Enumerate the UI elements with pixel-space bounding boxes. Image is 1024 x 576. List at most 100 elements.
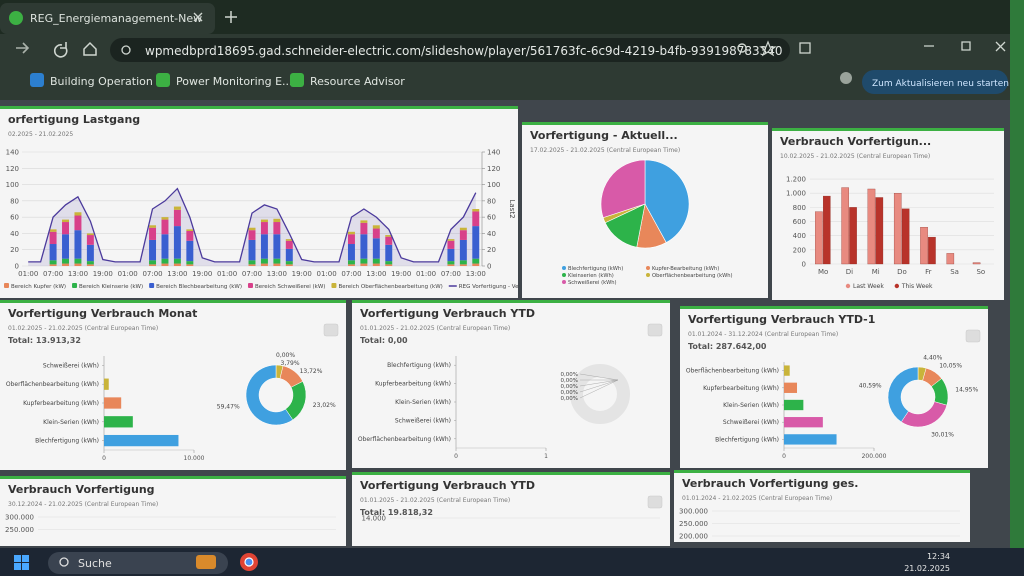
x-tick-label: 07:00 [441, 270, 461, 278]
bar [260, 234, 268, 259]
bar [893, 193, 902, 265]
bar [173, 263, 181, 266]
pie-slice [600, 159, 646, 218]
x-tick-label: 0 [454, 453, 458, 460]
panel: Vorfertigung - Aktuell... 17.02.2025 - 21… [522, 122, 768, 298]
legend-swatch [845, 283, 851, 289]
panel-menu-button[interactable] [647, 323, 663, 337]
legend-label: Last Week [853, 283, 884, 290]
y-tick-label: Schweißerei (kWh) [723, 419, 779, 426]
profile-icon[interactable] [840, 72, 852, 84]
start-button[interactable] [14, 555, 29, 570]
bar [104, 416, 133, 428]
y-tick-label: Schweißerei (kWh) [395, 417, 451, 424]
x-tick-label: 19:00 [192, 270, 212, 278]
bar [385, 235, 393, 237]
forward-button[interactable] [16, 42, 30, 54]
bar [161, 258, 169, 264]
donut-label: 0,00% [561, 390, 578, 396]
bar [360, 222, 368, 235]
x-tick-label: 19:00 [391, 270, 411, 278]
bar [86, 244, 94, 262]
bar [173, 226, 181, 259]
bar [49, 264, 57, 266]
clock-time[interactable]: 12:34 [927, 552, 950, 561]
bar [285, 248, 293, 262]
donut-slice [245, 364, 294, 426]
bar [784, 365, 790, 376]
bar [161, 219, 169, 235]
panel-accent [674, 470, 970, 473]
site-info-icon[interactable] [121, 45, 131, 55]
home-button[interactable] [83, 41, 97, 56]
active-tab[interactable]: REG_Energiemanagement-New [0, 3, 215, 34]
tab-close[interactable] [193, 12, 203, 22]
bookmark[interactable]: Resource Advisor [310, 75, 405, 88]
bar [285, 264, 293, 266]
y-tick-label: 250.000 [679, 520, 708, 528]
panel-title: Vorfertigung Verbrauch Monat [8, 307, 197, 320]
update-button-label[interactable]: Zum Aktualisieren neu starten [872, 79, 1009, 89]
url[interactable]: wpmedbprd18695.gad.schneider-electric.co… [145, 44, 783, 58]
y-tick-label: 400 [793, 232, 806, 240]
clock-date[interactable]: 21.02.2025 [904, 564, 950, 573]
donut-label: 14,95% [955, 386, 978, 393]
window-controls[interactable] [924, 41, 1006, 52]
bar [74, 263, 82, 266]
y-tick-label: Kupferbearbeitung (kWh) [703, 385, 779, 392]
x-tick-label: 07:00 [341, 270, 361, 278]
tab-title: REG_Energiemanagement-New [30, 12, 202, 25]
legend-swatch [562, 280, 566, 284]
bar [459, 227, 467, 231]
screen-edge [1010, 0, 1024, 576]
reload-button[interactable] [53, 42, 68, 58]
bar [86, 264, 94, 266]
y-tick-label: 120 [6, 165, 19, 173]
donut-label: 59,47% [217, 404, 240, 411]
panel: Verbrauch Vorfertigun... 10.02.2025 - 21.… [772, 128, 1004, 300]
bar [260, 219, 268, 223]
panel-accent [680, 306, 988, 309]
update-button[interactable] [862, 70, 1008, 94]
bar [149, 239, 157, 261]
search-icon [59, 557, 69, 567]
x-tick-label: 07:00 [242, 270, 262, 278]
zoom-icon[interactable] [737, 43, 747, 53]
tab-bg [0, 3, 215, 34]
search-label[interactable]: Suche [78, 557, 112, 570]
bar [472, 226, 480, 259]
panel-accent [352, 300, 670, 303]
bar [784, 382, 798, 393]
new-tab[interactable] [225, 11, 237, 23]
bookmark[interactable]: Power Monitoring E... [176, 75, 293, 88]
panel-subtitle: 17.02.2025 - 21.02.2025 (Central Europea… [530, 147, 680, 154]
panel-bg [674, 470, 970, 542]
panel: Verbrauch Vorfertigung ges. 01.01.2024 - … [674, 470, 970, 542]
bar [186, 261, 194, 265]
legend-swatch [247, 283, 253, 288]
panel-menu-button[interactable] [323, 323, 339, 337]
bookmark[interactable]: Building Operation [50, 75, 153, 88]
bar [62, 258, 69, 264]
y-tick-label: 80 [10, 197, 19, 205]
donut-label: 10,05% [939, 362, 962, 369]
search-box[interactable] [48, 552, 228, 574]
bar [186, 264, 194, 266]
y-tick-label: Oberflächenbearbeitung (kWh) [686, 368, 779, 375]
bar [347, 244, 355, 261]
bar [149, 264, 157, 266]
panel-menu-button[interactable] [647, 495, 663, 509]
panel-menu-button[interactable] [965, 329, 981, 343]
start-tile [22, 563, 29, 570]
y-tick-label: 140 [6, 149, 19, 157]
y-tick-label: 800 [793, 204, 806, 212]
taskbar-widget[interactable] [196, 555, 216, 569]
address-bar[interactable] [110, 38, 790, 62]
bar [260, 263, 268, 266]
bar [248, 260, 256, 265]
bookmark-star[interactable] [759, 40, 777, 57]
extensions-icon[interactable] [799, 42, 811, 54]
panel-title: orfertigung Lastgang [8, 113, 140, 126]
